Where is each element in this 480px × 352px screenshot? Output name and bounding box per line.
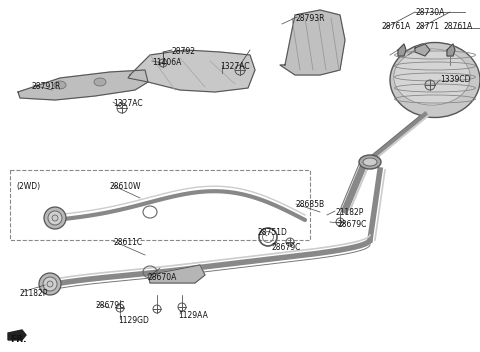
- Ellipse shape: [43, 277, 57, 291]
- Text: 1327AC: 1327AC: [113, 99, 143, 108]
- Polygon shape: [415, 44, 430, 56]
- Text: 28792: 28792: [172, 47, 196, 56]
- Ellipse shape: [54, 81, 66, 89]
- Text: 28610W: 28610W: [110, 182, 142, 191]
- Text: (2WD): (2WD): [16, 182, 40, 191]
- Text: 1129AA: 1129AA: [178, 311, 208, 320]
- Text: FR.: FR.: [10, 335, 26, 344]
- Polygon shape: [148, 265, 205, 283]
- Ellipse shape: [44, 207, 66, 229]
- Ellipse shape: [363, 158, 377, 166]
- Text: 28611C: 28611C: [113, 238, 142, 247]
- Text: 1129GD: 1129GD: [118, 316, 149, 325]
- Text: 28761A: 28761A: [382, 22, 411, 31]
- Bar: [10, 170, 310, 240]
- Ellipse shape: [394, 49, 470, 105]
- Polygon shape: [128, 50, 255, 92]
- Text: 28679C: 28679C: [271, 243, 300, 252]
- Ellipse shape: [390, 43, 480, 118]
- Text: 1327AC: 1327AC: [220, 62, 250, 71]
- Text: 28679C: 28679C: [95, 301, 124, 310]
- Text: 21182P: 21182P: [20, 289, 48, 298]
- Ellipse shape: [359, 155, 381, 169]
- Text: 28771: 28771: [416, 22, 440, 31]
- Text: 21182P: 21182P: [335, 208, 363, 217]
- Text: 28751D: 28751D: [258, 228, 288, 237]
- Ellipse shape: [52, 215, 58, 221]
- Ellipse shape: [39, 273, 61, 295]
- Polygon shape: [447, 44, 455, 56]
- Polygon shape: [18, 70, 148, 100]
- Polygon shape: [398, 44, 406, 56]
- Text: 11406A: 11406A: [152, 58, 181, 67]
- Text: 28685B: 28685B: [296, 200, 325, 209]
- Ellipse shape: [94, 78, 106, 86]
- Text: 1339CD: 1339CD: [440, 75, 470, 84]
- Ellipse shape: [48, 211, 62, 225]
- Text: 28761A: 28761A: [444, 22, 473, 31]
- Text: 28791R: 28791R: [32, 82, 61, 91]
- Text: 28670A: 28670A: [148, 273, 178, 282]
- Text: 28730A: 28730A: [415, 8, 444, 17]
- Text: 28679C: 28679C: [338, 220, 367, 229]
- Text: 28793R: 28793R: [295, 14, 324, 23]
- Polygon shape: [280, 10, 345, 75]
- Polygon shape: [8, 330, 26, 340]
- Ellipse shape: [47, 281, 53, 287]
